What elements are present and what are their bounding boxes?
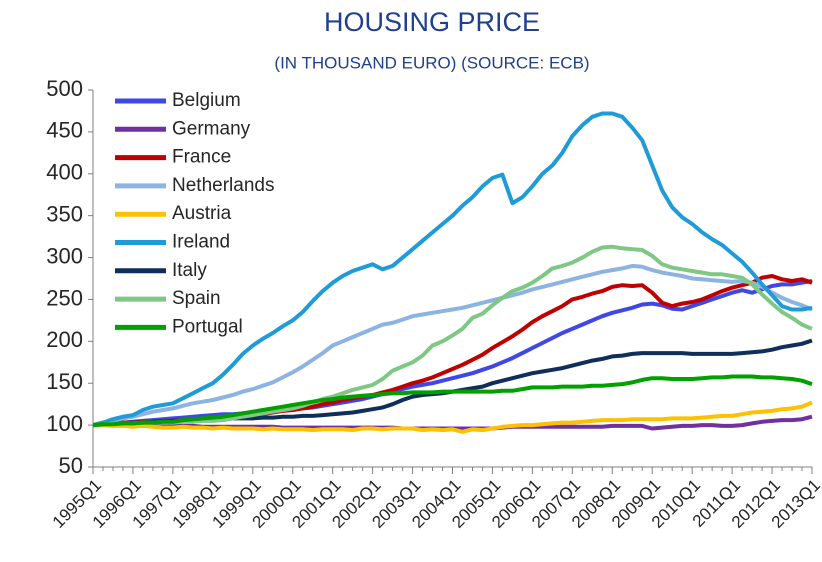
series-line bbox=[92, 374, 813, 428]
legend-label: Italy bbox=[172, 260, 207, 281]
y-tick-label: 50 bbox=[59, 453, 83, 478]
legend-label: Germany bbox=[172, 118, 251, 139]
legend-label: France bbox=[172, 147, 231, 168]
legend-label: Netherlands bbox=[172, 175, 274, 196]
series-line bbox=[92, 111, 813, 428]
y-tick-label: 300 bbox=[46, 243, 83, 268]
series-line bbox=[92, 338, 813, 428]
chart-subtitle: (IN THOUSAND EURO) (SOURCE: ECB) bbox=[274, 53, 589, 72]
legend-label: Spain bbox=[172, 288, 221, 309]
legend-label: Belgium bbox=[172, 90, 241, 111]
chart-title: HOUSING PRICE bbox=[324, 7, 540, 37]
y-tick-label: 450 bbox=[46, 118, 83, 143]
series-line bbox=[92, 263, 813, 428]
legend-label: Austria bbox=[172, 203, 232, 224]
legend-label: Ireland bbox=[172, 232, 230, 253]
y-tick-label: 150 bbox=[46, 369, 83, 394]
y-tick-label: 500 bbox=[46, 76, 83, 101]
y-tick-label: 200 bbox=[46, 327, 83, 352]
y-tick-label: 250 bbox=[46, 285, 83, 310]
series-line bbox=[92, 279, 813, 428]
legend-label: Portugal bbox=[172, 316, 243, 337]
y-tick-label: 400 bbox=[46, 160, 83, 185]
y-tick-label: 100 bbox=[46, 411, 83, 436]
series-line bbox=[93, 400, 813, 434]
series-line bbox=[92, 244, 813, 428]
y-tick-label: 350 bbox=[46, 201, 83, 226]
